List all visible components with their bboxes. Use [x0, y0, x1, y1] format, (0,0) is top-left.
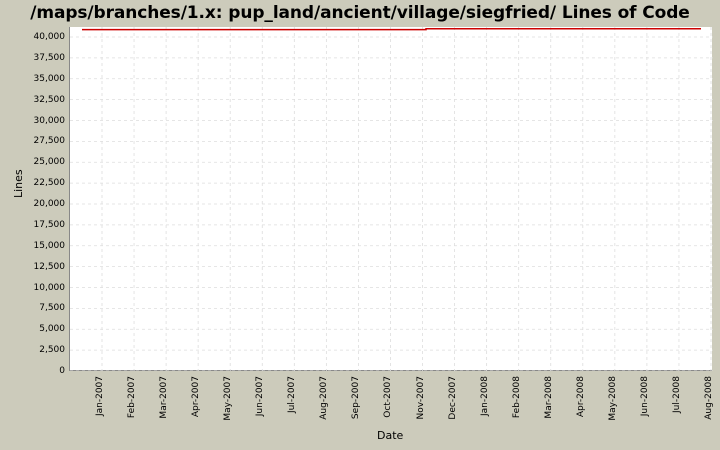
x-axis-label: Date: [377, 429, 404, 442]
x-tick-label: Dec-2007: [447, 376, 458, 420]
y-tick-label: 22,500: [33, 178, 66, 189]
y-tick-label: 0: [59, 366, 65, 376]
chart-title: /maps/branches/1.x: pup_land/ancient/vil…: [30, 3, 690, 23]
x-tick-label: Jul-2007: [287, 376, 298, 414]
y-tick-label: 35,000: [33, 73, 66, 84]
x-tick-label: Jul-2008: [671, 376, 682, 414]
y-tick-label: 37,500: [33, 52, 66, 63]
x-tick-label: Sep-2007: [351, 376, 362, 420]
x-tick-label: Jan-2007: [95, 376, 105, 417]
x-tick-label: Nov-2007: [415, 376, 426, 420]
y-tick-label: 17,500: [33, 219, 66, 230]
series-line: [82, 28, 701, 31]
x-tick-label: Oct-2007: [383, 376, 394, 418]
y-tick-label: 10,000: [33, 282, 66, 293]
y-tick-label: 7,500: [39, 303, 65, 314]
x-tick-label: Feb-2007: [127, 376, 138, 419]
x-tick-label: Jan-2008: [479, 376, 490, 417]
plot-svg: [70, 27, 713, 371]
x-tick-label: Jun-2008: [639, 376, 650, 417]
x-tick-label: May-2007: [223, 376, 234, 421]
y-tick-label: 12,500: [33, 261, 66, 272]
x-tick-label: Feb-2008: [511, 376, 522, 419]
x-tick-label: Jun-2007: [255, 376, 266, 417]
x-tick-label: Apr-2007: [191, 376, 202, 418]
y-tick-label: 40,000: [33, 32, 66, 43]
x-tick-label: Mar-2008: [543, 376, 554, 419]
y-tick-label: 2,500: [39, 345, 65, 356]
y-tick-label: 5,000: [39, 324, 65, 335]
y-tick-label: 30,000: [33, 115, 66, 126]
y-tick-label: 25,000: [33, 157, 66, 168]
y-tick-label: 32,500: [33, 94, 66, 105]
y-axis-label: Lines: [12, 169, 25, 198]
x-tick-label: May-2008: [607, 376, 618, 421]
y-tick-label: 20,000: [33, 199, 66, 209]
x-tick-label: Apr-2008: [575, 376, 586, 418]
y-tick-label: 15,000: [33, 240, 66, 251]
x-tick-label: Mar-2007: [159, 376, 170, 419]
plot-area: [69, 27, 713, 371]
y-tick-label: 27,500: [33, 136, 66, 147]
x-tick-label: Aug-2007: [319, 376, 330, 420]
x-tick-label: Aug-2008: [704, 376, 714, 420]
